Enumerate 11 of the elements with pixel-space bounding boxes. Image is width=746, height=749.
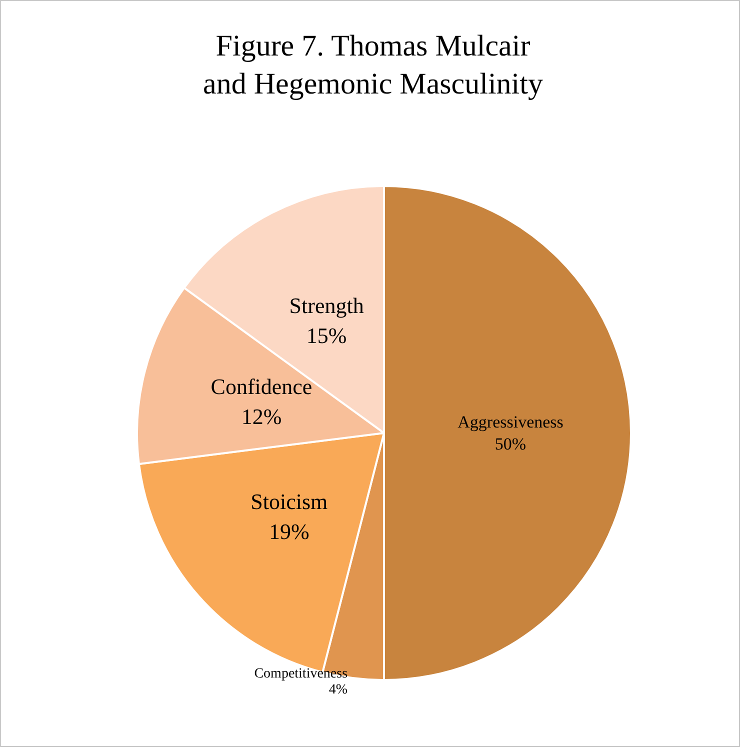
data-label: 12% xyxy=(241,404,282,430)
slice-label: Strength xyxy=(289,292,364,318)
chart-title: Figure 7. Thomas Mulcair and Hegemonic Masculinity xyxy=(203,30,543,100)
slice-label: Aggressiveness xyxy=(458,412,564,432)
slice-label: Stoicism xyxy=(250,489,328,514)
data-label: 19% xyxy=(268,519,310,544)
data-label: 50% xyxy=(494,434,526,454)
slice-label: Confidence xyxy=(210,374,312,400)
data-label: 4% xyxy=(328,682,348,698)
data-label: 15% xyxy=(306,322,347,348)
slice-label: Competitiveness xyxy=(254,666,348,682)
